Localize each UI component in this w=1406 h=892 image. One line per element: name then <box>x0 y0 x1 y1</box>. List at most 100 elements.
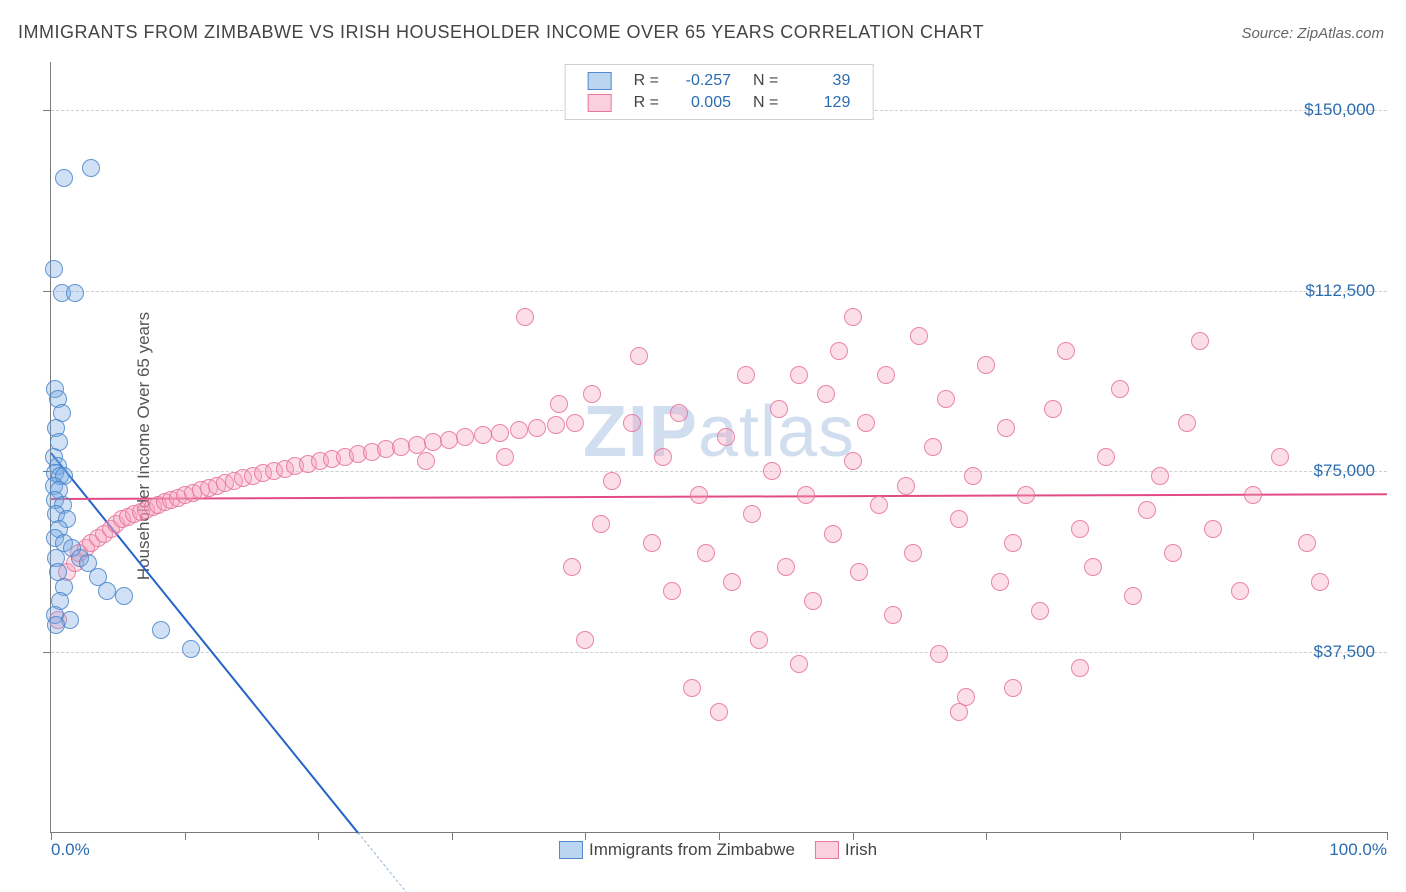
data-point <box>997 419 1015 437</box>
data-point <box>115 587 133 605</box>
y-tick <box>43 291 51 292</box>
data-point <box>897 477 915 495</box>
data-point <box>830 342 848 360</box>
data-point <box>408 436 426 454</box>
gridline <box>51 291 1387 292</box>
y-tick-label: $112,500 <box>1305 281 1375 301</box>
data-point <box>1138 501 1156 519</box>
x-tick <box>318 832 319 840</box>
data-point <box>182 640 200 658</box>
x-tick <box>452 832 453 840</box>
x-tick-label: 0.0% <box>51 840 90 860</box>
data-point <box>850 563 868 581</box>
n-label: N = <box>743 71 788 91</box>
data-point <box>630 347 648 365</box>
data-point <box>670 404 688 422</box>
data-point <box>1298 534 1316 552</box>
data-point <box>870 496 888 514</box>
data-point <box>496 448 514 466</box>
data-point <box>937 390 955 408</box>
data-point <box>991 573 1009 591</box>
swatch-blue <box>588 72 612 90</box>
data-point <box>576 631 594 649</box>
data-point <box>654 448 672 466</box>
data-point <box>904 544 922 562</box>
correlation-legend: R = -0.257 N = 39 R = 0.005 N = 129 <box>565 64 874 120</box>
r-label: R = <box>624 93 669 113</box>
data-point <box>777 558 795 576</box>
data-point <box>550 395 568 413</box>
legend-item-pink: Irish <box>815 840 877 860</box>
data-point <box>717 428 735 446</box>
data-point <box>1057 342 1075 360</box>
data-point <box>790 366 808 384</box>
data-point <box>1097 448 1115 466</box>
data-point <box>1191 332 1209 350</box>
data-point <box>950 703 968 721</box>
data-point <box>1044 400 1062 418</box>
data-point <box>697 544 715 562</box>
data-point <box>474 426 492 444</box>
r-value-blue: -0.257 <box>681 72 731 90</box>
data-point <box>910 327 928 345</box>
data-point <box>1231 582 1249 600</box>
data-point <box>491 424 509 442</box>
n-label: N = <box>743 93 788 113</box>
trend-line <box>50 452 359 833</box>
data-point <box>1151 467 1169 485</box>
trend-line-dash <box>358 832 472 892</box>
legend-row-blue: R = -0.257 N = 39 <box>578 71 861 91</box>
data-point <box>510 421 528 439</box>
data-point <box>547 416 565 434</box>
data-point <box>392 438 410 456</box>
x-tick <box>1253 832 1254 840</box>
x-tick <box>1120 832 1121 840</box>
data-point <box>563 558 581 576</box>
data-point <box>1124 587 1142 605</box>
data-point <box>528 419 546 437</box>
data-point <box>152 621 170 639</box>
data-point <box>1031 602 1049 620</box>
data-point <box>857 414 875 432</box>
data-point <box>877 366 895 384</box>
data-point <box>770 400 788 418</box>
x-tick <box>185 832 186 840</box>
data-point <box>566 414 584 432</box>
data-point <box>45 260 63 278</box>
data-point <box>797 486 815 504</box>
x-tick <box>51 832 52 840</box>
data-point <box>456 428 474 446</box>
data-point <box>737 366 755 384</box>
data-point <box>930 645 948 663</box>
source-attribution: Source: ZipAtlas.com <box>1241 25 1384 42</box>
x-tick <box>585 832 586 840</box>
data-point <box>66 284 84 302</box>
data-point <box>603 472 621 490</box>
data-point <box>440 431 458 449</box>
data-point <box>844 452 862 470</box>
n-value-blue: 39 <box>800 72 850 90</box>
data-point <box>1244 486 1262 504</box>
data-point <box>55 169 73 187</box>
chart-title: IMMIGRANTS FROM ZIMBABWE VS IRISH HOUSEH… <box>18 22 984 43</box>
r-label: R = <box>624 71 669 91</box>
data-point <box>723 573 741 591</box>
trend-line <box>51 493 1387 500</box>
data-point <box>950 510 968 528</box>
y-tick <box>43 652 51 653</box>
data-point <box>824 525 842 543</box>
r-value-pink: 0.005 <box>681 94 731 112</box>
data-point <box>82 159 100 177</box>
chart-container: ZIPatlas R = -0.257 N = 39 R = 0.005 N =… <box>50 62 1386 832</box>
data-point <box>690 486 708 504</box>
y-tick-label: $37,500 <box>1314 642 1375 662</box>
data-point <box>592 515 610 533</box>
data-point <box>817 385 835 403</box>
n-value-pink: 129 <box>800 94 850 112</box>
swatch-pink <box>588 94 612 112</box>
data-point <box>417 452 435 470</box>
legend-label-blue: Immigrants from Zimbabwe <box>589 840 795 860</box>
legend-item-blue: Immigrants from Zimbabwe <box>559 840 795 860</box>
y-tick-label: $75,000 <box>1314 461 1375 481</box>
data-point <box>47 616 65 634</box>
